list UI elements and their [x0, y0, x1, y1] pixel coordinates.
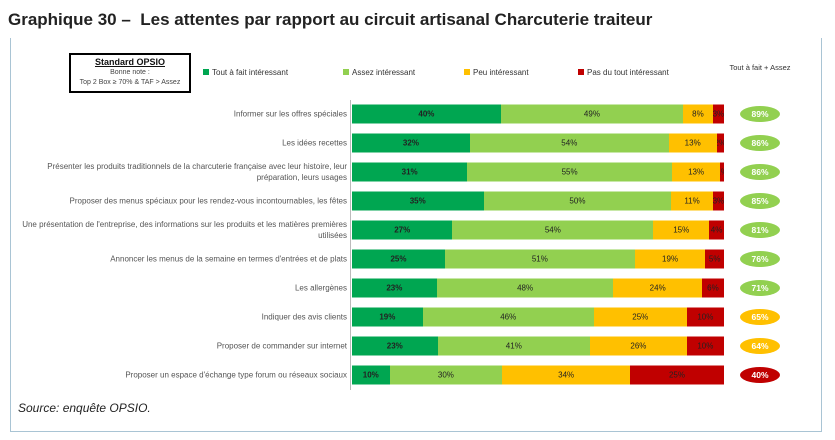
bar-segment: 27% [352, 220, 453, 240]
legend-label: Tout à fait intéressant [212, 68, 289, 77]
bar-segment: 13% [671, 162, 721, 182]
top2-badge: 86% [740, 164, 780, 180]
legend-swatch [343, 69, 349, 75]
top2-badge: 86% [740, 135, 780, 151]
top2-badge: 40% [740, 367, 780, 383]
bar-segment: 13% [668, 133, 717, 153]
stacked-bar: 35% 50% 11% 3% [352, 191, 724, 211]
bar-segment: 54% [452, 220, 654, 240]
top2-badge: 65% [740, 309, 780, 325]
standard-heading: Standard OPSIO [94, 57, 165, 67]
bar-segment: 24% [613, 278, 702, 298]
bar-segment: 51% [445, 249, 635, 269]
bar-segment: 5% [705, 249, 724, 269]
bar-segment: 25% [352, 249, 445, 269]
legend-label: Pas du tout intéressant [587, 68, 669, 77]
category-label: Proposer des menus spéciaux pour les ren… [69, 196, 348, 206]
bar-segment: 54% [469, 133, 669, 153]
bar-segment: 40% [352, 104, 501, 124]
stacked-bar: 19% 46% 25% 10% [352, 307, 724, 327]
bar-segment: 35% [352, 191, 484, 211]
bar-segment: 25% [630, 365, 724, 385]
bar-segment: 23% [352, 278, 437, 298]
top2-badge: 64% [740, 338, 780, 354]
top2-badge: 76% [740, 251, 780, 267]
legend-item: Pas du tout intéressant [578, 68, 669, 77]
bar-segment: 49% [500, 104, 684, 124]
category-label: Les allergènes [294, 283, 347, 293]
legend-item: Tout à fait intéressant [203, 68, 288, 77]
top2-badge: 81% [740, 222, 780, 238]
top2-badge: 89% [740, 106, 780, 122]
bar-segment: 3% [712, 191, 724, 211]
bar-segment: 10% [686, 307, 724, 327]
top2-badge: 71% [740, 280, 780, 296]
category-label: Indiquer des avis clients [261, 312, 347, 322]
bar-segment: 10% [686, 336, 724, 356]
bar-segment: 4% [709, 220, 724, 240]
legend-item: Assez intéressant [343, 68, 415, 77]
bar-segment: 46% [422, 307, 594, 327]
legend-swatch [464, 69, 470, 75]
bar-segment: 15% [653, 220, 710, 240]
bar-segment: 31% [352, 162, 468, 182]
standard-opsio-box: Standard OPSIO Bonne note : Top 2 Box ≥ … [69, 53, 191, 93]
legend-label: Peu intéressant [473, 68, 529, 77]
bar-segment: 11% [671, 191, 713, 211]
frame [10, 38, 822, 432]
bar-segment: 30% [389, 365, 503, 385]
bar-segment: 34% [502, 365, 631, 385]
category-label: Proposer de commander sur internet [216, 341, 347, 351]
standard-line2: Top 2 Box ≥ 70% & TAF > Assez [79, 79, 181, 86]
category-label: Présenter les produits traditionnels de … [47, 162, 347, 182]
stacked-bar: 10% 30% 34% 25% [352, 365, 724, 385]
chart-title: Graphique 30 – Les attentes par rapport … [8, 10, 653, 29]
stacked-bar: 32%54%13%2% [352, 133, 724, 153]
bar-segment: 8% [683, 104, 713, 124]
bar-segment: 23% [352, 336, 438, 356]
bar-segment: 25% [593, 307, 687, 327]
category-label: Annoncer les menus de la semaine en term… [110, 254, 347, 264]
legend-swatch [203, 69, 209, 75]
legend-swatch [578, 69, 584, 75]
category-label: Les idées recettes [282, 138, 347, 148]
top2-header: Tout à fait + Assez [729, 63, 791, 72]
category-axis [350, 100, 351, 390]
stacked-bar: 27% 54% 15% 4% [352, 220, 724, 240]
stacked-bar: 25% 51% 19% 5% [352, 249, 724, 269]
category-label: Proposer un espace d'échange type forum … [125, 370, 347, 380]
bar-segment: 19% [352, 307, 423, 327]
bar-segment: 41% [437, 336, 591, 356]
bar-segment: 26% [590, 336, 687, 356]
bar-segment: 32% [352, 133, 470, 153]
stacked-bar: 40% 49% 8% 3% [352, 104, 724, 124]
category-label: Informer sur les offres spéciales [233, 109, 347, 119]
source-note: Source: enquête OPSIO. [18, 401, 151, 415]
bar-segment: 50% [483, 191, 672, 211]
standard-line1: Bonne note : [110, 69, 150, 76]
stacked-bar: 23% 41% 26% 10% [352, 336, 724, 356]
legend-item: Peu intéressant [464, 68, 529, 77]
bar-segment: 2% [716, 133, 724, 153]
bar-segment: 10% [352, 365, 390, 385]
stacked-bar: 23% 48% 24% 6% [352, 278, 724, 298]
legend-label: Assez intéressant [352, 68, 416, 77]
bar-segment: 1% [720, 162, 724, 182]
stacked-bar: 31%55%13%1% [352, 162, 724, 182]
category-label: Une présentation de l'entreprise, des in… [22, 220, 347, 240]
top2-badge: 85% [740, 193, 780, 209]
bar-segment: 6% [701, 278, 724, 298]
bar-segment: 55% [467, 162, 672, 182]
bar-segment: 48% [436, 278, 614, 298]
bar-segment: 3% [712, 104, 724, 124]
bar-segment: 19% [634, 249, 706, 269]
